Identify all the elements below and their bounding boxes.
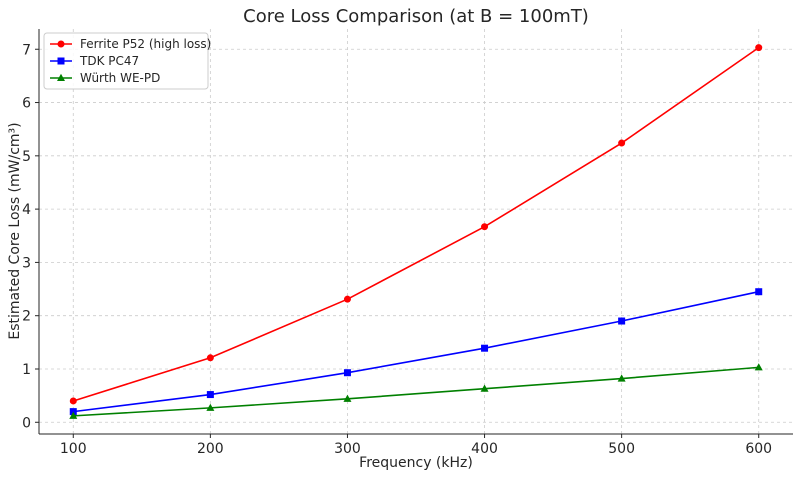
- y-tick-label: 0: [22, 415, 31, 431]
- y-tick-label: 7: [22, 42, 31, 58]
- data-point-ferrite-p52-high-loss: [481, 223, 489, 231]
- y-tick-label: 5: [22, 149, 31, 165]
- legend-marker-ferrite-p52-high-loss: [57, 40, 65, 48]
- series-w-rth-we-pd: [69, 363, 763, 419]
- series-layer: [69, 44, 763, 419]
- x-tick-label: 400: [471, 441, 498, 457]
- y-tick-label: 6: [22, 96, 31, 112]
- data-point-ferrite-p52-high-loss: [69, 397, 77, 405]
- series-ferrite-p52-high-loss: [69, 44, 763, 405]
- y-tick-label: 1: [22, 362, 31, 378]
- x-ticks: 100 200 300 400 500 600: [60, 434, 772, 457]
- axes: [38, 29, 793, 435]
- data-point-w-rth-we-pd: [69, 411, 78, 419]
- x-tick-label: 500: [608, 441, 635, 457]
- legend-item-tdk-pc47: TDK PC47: [50, 54, 139, 68]
- y-tick-label: 2: [22, 309, 31, 325]
- data-point-ferrite-p52-high-loss: [206, 354, 214, 362]
- chart-title: Core Loss Comparison (at B = 100mT): [243, 6, 589, 27]
- series-line-tdk-pc47: [73, 290, 759, 413]
- data-point-tdk-pc47: [618, 317, 626, 325]
- x-tick-label: 300: [334, 441, 361, 457]
- legend-label-w-rth-we-pd: Würth WE-PD: [80, 71, 160, 85]
- series-line-w-rth-we-pd: [73, 366, 759, 417]
- data-point-tdk-pc47: [69, 408, 77, 416]
- legend-box: [43, 32, 209, 90]
- data-point-tdk-pc47: [755, 288, 763, 296]
- x-axis-label: Frequency (kHz): [359, 455, 473, 471]
- data-point-w-rth-we-pd: [343, 394, 352, 402]
- y-tick-label: 3: [22, 255, 31, 271]
- series-tdk-pc47: [69, 288, 763, 416]
- data-point-tdk-pc47: [206, 391, 214, 399]
- legend-item-w-rth-we-pd: Würth WE-PD: [50, 71, 160, 85]
- data-point-w-rth-we-pd: [617, 374, 626, 382]
- y-tick-label: 4: [22, 202, 31, 218]
- x-tick-label: 600: [745, 441, 772, 457]
- x-tick-label: 200: [197, 441, 224, 457]
- data-point-tdk-pc47: [481, 344, 489, 352]
- y-ticks: 0 1 2 3 4 5 6 7: [22, 42, 39, 431]
- y-axis-label: Estimated Core Loss (mW/cm³): [7, 122, 23, 339]
- legend-item-ferrite-p52-high-loss: Ferrite P52 (high loss): [50, 37, 211, 51]
- data-point-tdk-pc47: [343, 369, 351, 377]
- legend: Ferrite P52 (high loss) TDK PC47 Würth WE-…: [43, 32, 211, 90]
- legend-marker-tdk-pc47: [57, 57, 65, 65]
- data-point-w-rth-we-pd: [206, 403, 215, 411]
- series-line-ferrite-p52-high-loss: [73, 46, 760, 402]
- grid: [39, 29, 793, 434]
- data-point-w-rth-we-pd: [480, 384, 489, 392]
- data-point-ferrite-p52-high-loss: [343, 295, 351, 303]
- legend-label-ferrite-p52-high-loss: Ferrite P52 (high loss): [80, 37, 211, 51]
- x-tick-label: 100: [60, 441, 87, 457]
- legend-label-tdk-pc47: TDK PC47: [79, 54, 139, 68]
- data-point-w-rth-we-pd: [754, 363, 763, 371]
- legend-marker-w-rth-we-pd: [57, 73, 65, 81]
- data-point-ferrite-p52-high-loss: [618, 139, 626, 147]
- data-point-ferrite-p52-high-loss: [755, 44, 763, 52]
